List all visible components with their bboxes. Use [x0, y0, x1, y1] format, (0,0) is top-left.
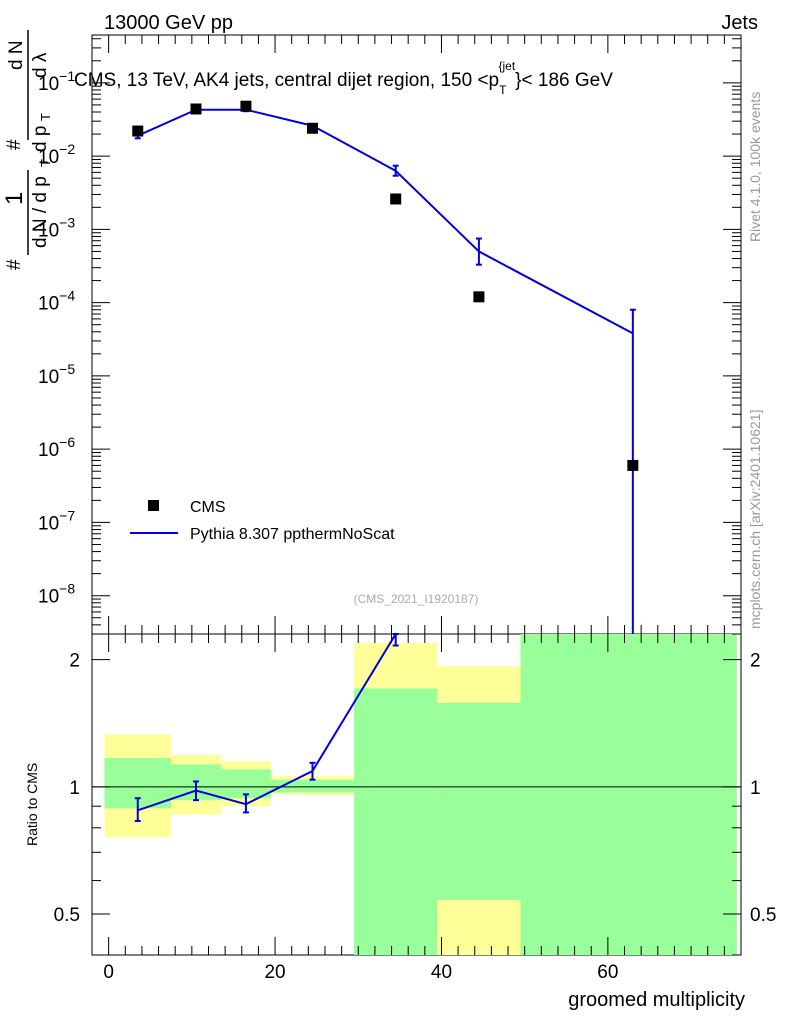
main-ytick-label: 10−3: [38, 214, 75, 241]
legend-data-label: CMS: [190, 499, 226, 516]
main-ytick-label: 10−2: [38, 141, 75, 168]
band-inner-3: [270, 779, 355, 793]
mc-line: [137, 108, 634, 335]
svg-text:T: T: [38, 159, 53, 167]
ratio-y-axis: 0.5 0.5 1 1 2 2: [54, 651, 776, 956]
x-axis-label: groomed multiplicity: [568, 989, 745, 1011]
mc-series: [134, 107, 636, 634]
svg-text:d N: d N: [6, 40, 27, 70]
ratio-ytick-label-left: 1: [69, 778, 80, 799]
main-ytick-label: 10−5: [38, 361, 75, 388]
band-inner-6: [520, 634, 737, 955]
plot-title: CMS, 13 TeV, AK4 jets, central dijet reg…: [74, 59, 613, 97]
svg-text:T: T: [38, 113, 53, 121]
analysis-watermark: (CMS_2021_I1920187): [354, 592, 479, 606]
data-point: [132, 125, 144, 137]
ratio-ytick-label-right: 2: [750, 651, 761, 672]
main-ytick-label: 10−1: [38, 68, 75, 95]
svg-text:d N / d p: d N / d p: [30, 176, 51, 248]
category-label: Jets: [721, 12, 758, 34]
collision-energy-label: 13000 GeV pp: [104, 12, 233, 34]
main-ytick-label: 10−7: [38, 507, 75, 534]
xtick-label: 20: [264, 962, 285, 983]
main-ytick-label: 10−6: [38, 434, 75, 461]
ratio-uncertainty-bands: [104, 634, 737, 955]
xtick-label: 40: [431, 962, 452, 983]
rivet-version-label: Rivet 4.1.0, 100k events: [747, 92, 763, 242]
x-axis: 0 20 40 60: [103, 35, 725, 983]
y-axis-label: # 1 d N / d p T # d N d p T d λ: [1, 30, 53, 270]
data-point: [306, 122, 318, 134]
ratio-y-axis-label: Ratio to CMS: [24, 763, 40, 846]
main-ytick-label: 10−4: [38, 288, 75, 315]
mc-ratio-series: [134, 633, 399, 823]
ratio-ytick-label-right: 1: [750, 778, 761, 799]
xtick-label: 0: [103, 962, 114, 983]
svg-text:d p: d p: [30, 126, 51, 152]
ratio-ytick-label-right: 0.5: [750, 905, 776, 926]
main-y-axis: 10−8 10−7 10−6 10−5 10−4 10−3 10−2 10−1: [38, 38, 741, 635]
data-point: [190, 103, 202, 115]
svg-text:#: #: [4, 139, 25, 150]
svg-text:CMS, 13 TeV, AK4 jets, central: CMS, 13 TeV, AK4 jets, central dijet reg…: [74, 59, 613, 97]
data-point: [240, 100, 252, 112]
ratio-ytick-label-left: 0.5: [54, 905, 80, 926]
xtick-label: 60: [597, 962, 618, 983]
legend-data-marker: [148, 500, 159, 511]
main-ytick-label: 10−8: [38, 581, 75, 608]
legend-mc-label: Pythia 8.307 ppthermNoScat: [190, 526, 395, 543]
ratio-ytick-label-left: 2: [69, 651, 80, 672]
svg-text:d λ: d λ: [30, 52, 51, 78]
main-panel-frame: [91, 34, 742, 635]
legend: CMS Pythia 8.307 ppthermNoScat: [130, 499, 395, 543]
data-point: [627, 459, 639, 471]
svg-text:1: 1: [1, 192, 28, 205]
band-inner-5: [437, 702, 521, 900]
data-point: [473, 291, 485, 303]
svg-text:#: #: [4, 259, 25, 270]
band-inner-4: [354, 688, 438, 955]
data-series: [132, 100, 639, 471]
mcplots-reference-label: mcplots.cern.ch [arXiv:2401.10621]: [747, 410, 763, 629]
data-point: [390, 193, 402, 205]
